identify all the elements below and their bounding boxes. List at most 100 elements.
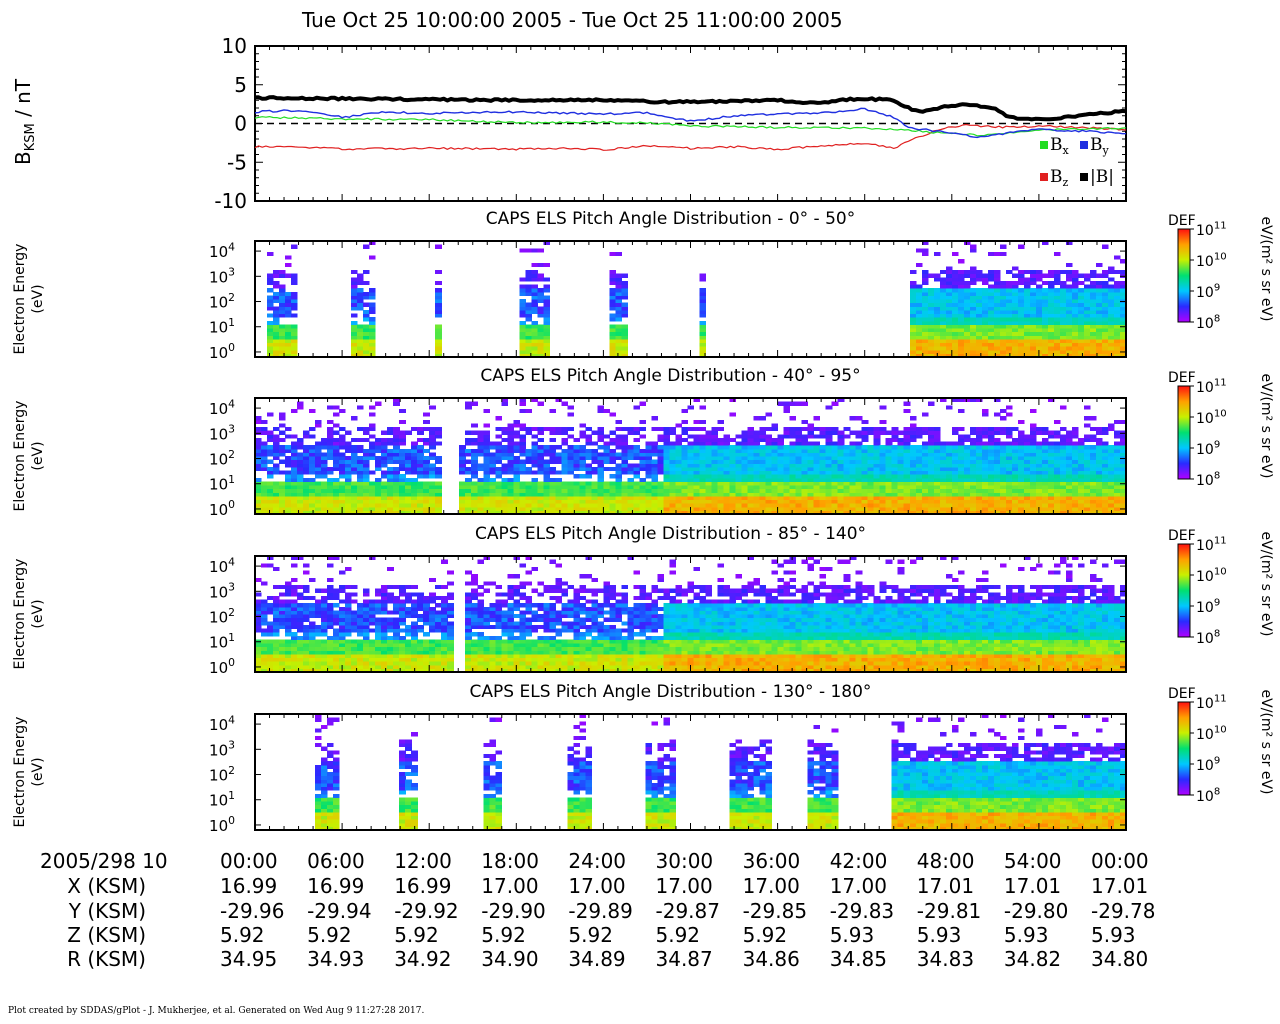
spectrogram-cell: [1041, 353, 1049, 358]
spectrogram-cell: [1096, 492, 1103, 497]
spectrogram-cell: [627, 510, 634, 515]
spectrogram-cell: [291, 488, 298, 493]
spectrogram-cell: [693, 441, 701, 446]
spectrogram-cell: [729, 485, 737, 490]
spectrogram-cell: [615, 470, 622, 475]
spectrogram-cell: [483, 485, 490, 490]
spectrogram-cell: [537, 401, 544, 406]
spectrogram-cell: [327, 441, 334, 446]
spectrogram-cell: [423, 419, 430, 424]
spectrogram-cell: [645, 452, 652, 457]
spectrogram-cell: [1108, 452, 1115, 457]
spectrogram-cell: [315, 470, 322, 475]
spectrogram-cell: [735, 459, 743, 464]
spectrogram-cell: [285, 328, 292, 333]
spectrogram-cell: [1011, 320, 1019, 325]
spectrogram-cell: [357, 280, 364, 286]
spectrogram-cell: [1041, 437, 1049, 443]
spectrogram-cell: [987, 434, 995, 439]
spectrogram-cell: [1017, 474, 1025, 479]
spectrogram-cell: [945, 317, 953, 322]
spectrogram-cell: [567, 452, 574, 457]
spectrogram-cell: [681, 492, 689, 497]
spectrogram-cell: [1065, 241, 1073, 246]
spectrogram-cell: [933, 324, 941, 329]
spectrogram-cell: [1017, 510, 1025, 515]
spectrogram-cell: [363, 448, 370, 453]
spectrogram-cell: [891, 492, 899, 497]
spectrogram-cell: [927, 401, 935, 406]
spectrogram-cell: [999, 328, 1007, 333]
spectrogram-cell: [1017, 448, 1025, 453]
spectrogram-cell: [531, 248, 538, 253]
spectrogram-cell: [963, 309, 971, 315]
spectrogram-cell: [1096, 463, 1103, 468]
spectrogram-cell: [1090, 466, 1097, 472]
spectrogram-cell: [975, 306, 983, 311]
spectrogram-cell: [1041, 445, 1049, 450]
spectrogram-cell: [1017, 244, 1025, 249]
spectrogram-cell: [537, 353, 544, 358]
spectrogram-cell: [759, 434, 767, 439]
spectrogram-cell: [909, 302, 917, 307]
spectrogram-cell: [1059, 452, 1067, 457]
spectrogram-cell: [321, 456, 328, 461]
spectrogram-cell: [897, 492, 905, 497]
spectrogram-cell: [945, 477, 953, 482]
spectrogram-cell: [699, 434, 707, 439]
spectrogram-cell: [711, 495, 719, 501]
spectrogram-cell: [1047, 280, 1055, 286]
colorbar-tick-label: 108: [1196, 471, 1220, 489]
spectrogram-cell: [411, 503, 418, 508]
spectrogram-cell: [903, 463, 911, 468]
spectrogram-cell: [909, 456, 917, 461]
spectrogram-cell: [1041, 474, 1049, 479]
spectrogram-cell: [939, 270, 947, 275]
spectrogram-cell: [789, 492, 797, 497]
spectrogram-cell: [765, 470, 773, 475]
spectrogram-cell: [267, 628, 274, 633]
spectrogram-cell: [543, 495, 550, 501]
spectrogram-cell: [789, 434, 797, 439]
spectrogram-cell: [987, 317, 995, 322]
spectrogram-cell: [1035, 481, 1043, 486]
spectrogram-cell: [861, 503, 869, 508]
spectrogram-cell: [1053, 477, 1061, 482]
spectrogram-cell: [783, 492, 791, 497]
spectrogram-cell: [525, 430, 532, 435]
spectrogram-cell: [675, 503, 683, 508]
spectrogram-cell: [1114, 299, 1121, 304]
spectrogram-cell: [1011, 317, 1019, 322]
spectrogram-cell: [1090, 284, 1097, 289]
spectrogram-cell: [1029, 495, 1037, 501]
spectrogram-cell: [711, 459, 719, 464]
spectrogram-cell: [837, 485, 845, 490]
spectrogram-cell: [1090, 313, 1097, 318]
spectrogram-cell: [939, 295, 947, 300]
spectrogram-cell: [957, 324, 965, 329]
spectrogram-cell: [951, 302, 959, 307]
spectrogram-cell: [309, 477, 316, 482]
spectrogram-cell: [549, 503, 556, 508]
spectrogram-cell: [663, 459, 671, 464]
spectrogram-cell: [549, 488, 556, 493]
spectrogram-cell: [609, 506, 616, 511]
spectrogram-cell: [621, 488, 628, 493]
spectrogram-cell: [723, 499, 731, 504]
spectrogram-cell: [1029, 492, 1037, 497]
spectrogram-cell: [915, 463, 923, 468]
spectrogram-cell: [945, 510, 953, 515]
spectrogram-cell: [1084, 452, 1091, 457]
spectrogram-cell: [717, 510, 725, 515]
spectrogram-cell: [1071, 291, 1079, 296]
spectrogram-cell: [279, 328, 286, 333]
spectrogram-cell: [279, 284, 286, 289]
spectrogram-cell: [669, 470, 677, 475]
spectrogram-cell: [951, 299, 959, 304]
spectrogram-cell: [957, 331, 965, 336]
spectrogram-cell: [525, 291, 532, 296]
spectrogram-cell: [627, 499, 634, 504]
spectrogram-cell: [1077, 481, 1085, 486]
spectrogram-cell: [999, 445, 1007, 450]
spectrogram-cell: [837, 474, 845, 479]
